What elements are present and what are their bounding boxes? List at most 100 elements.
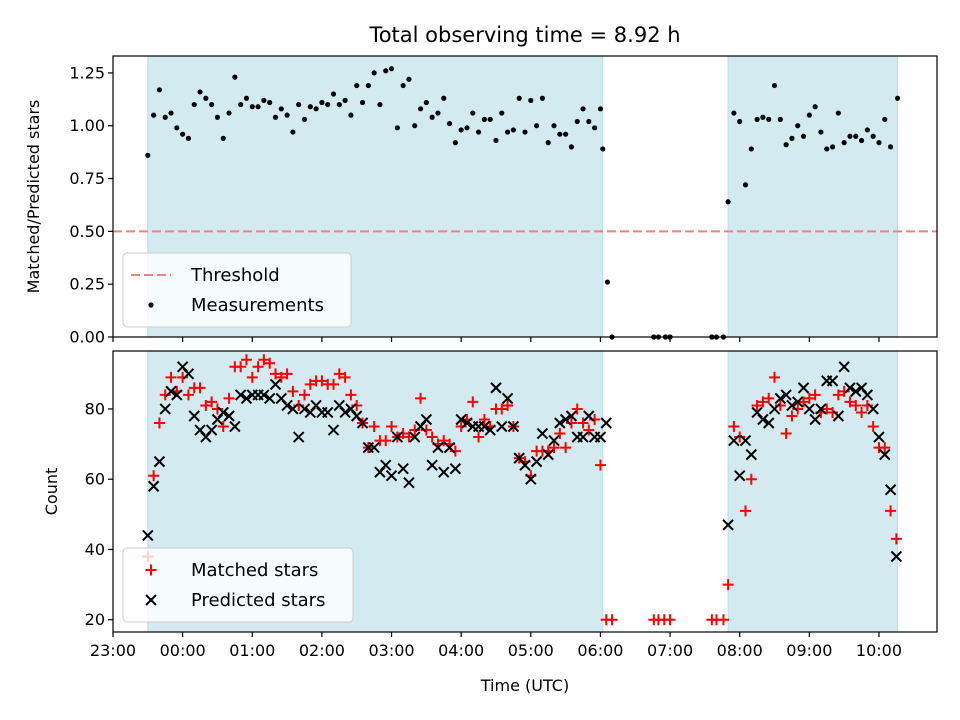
measurement-point xyxy=(243,95,250,101)
measurement-point xyxy=(261,97,267,103)
measurement-point xyxy=(806,112,812,118)
bottom-panel: 20 40 60 80 23:00 00:00 01:00 02:00 03:00 04:00 05… xyxy=(85,350,938,660)
observing-interval-shade xyxy=(727,55,899,338)
measurement-point xyxy=(475,129,482,135)
predicted-stars-point xyxy=(780,389,792,401)
predicted-stars-point xyxy=(490,382,502,394)
matched-stars-point xyxy=(809,389,821,401)
matched-stars-point xyxy=(380,435,392,447)
x-tick-label: 07:00 xyxy=(647,641,693,660)
y-tick-label: 60 xyxy=(85,470,105,489)
predicted-stars-point xyxy=(234,389,247,401)
y-tick-label: 80 xyxy=(85,399,105,418)
y-tick-label: 0.25 xyxy=(69,275,105,294)
measurement-point xyxy=(592,125,598,131)
matched-stars-point xyxy=(751,399,763,411)
matched-stars-point xyxy=(148,470,160,482)
measurement-point xyxy=(464,125,470,131)
predicted-stars-point xyxy=(728,434,740,447)
predicted-stars-point xyxy=(838,361,850,373)
top-panel-y-axis-label: Matched/Predicted stars xyxy=(24,100,43,294)
predicted-stars-point xyxy=(554,417,566,429)
measurement-point xyxy=(748,146,754,152)
legend-label: Threshold xyxy=(190,265,280,286)
predicted-stars-point xyxy=(269,378,282,391)
matched-stars-point xyxy=(844,396,856,408)
measurement-point xyxy=(441,95,447,101)
measurement-point xyxy=(406,76,412,82)
measurement-point xyxy=(319,99,325,106)
measurement-point xyxy=(458,127,464,133)
predicted-stars-point xyxy=(873,431,885,443)
predicted-stars-point xyxy=(861,389,874,401)
matched-stars-point xyxy=(304,378,316,390)
measurement-point xyxy=(429,114,435,120)
predicted-stars-point xyxy=(757,413,769,426)
matched-stars-point xyxy=(850,399,862,411)
measurement-point xyxy=(754,116,760,122)
measurement-point xyxy=(737,118,743,125)
predicted-stars-point xyxy=(530,455,543,468)
measurement-point xyxy=(493,137,499,144)
measurement-point xyxy=(330,91,337,97)
predicted-stars-point xyxy=(461,417,473,429)
measurement-point xyxy=(342,97,348,103)
top-panel: 0.00 0.25 0.50 0.75 1.00 1.25 Threshold Measure… xyxy=(69,55,938,347)
predicted-stars-point xyxy=(548,434,560,447)
measurement-point xyxy=(528,97,534,103)
predicted-stars-point xyxy=(525,473,537,485)
axes-frame xyxy=(112,350,938,633)
predicted-stars-point xyxy=(803,403,816,415)
predicted-stars-point xyxy=(879,448,891,461)
matched-stars-point xyxy=(206,396,218,408)
legend-label: Predicted stars xyxy=(191,590,325,611)
predicted-stars-point xyxy=(153,455,166,468)
measurement-point xyxy=(731,110,737,116)
x-tick-label: 04:00 xyxy=(438,641,484,660)
measurement-point xyxy=(272,114,279,120)
predicted-stars-point xyxy=(832,410,845,422)
predicted-stars-point xyxy=(786,399,798,412)
matched-stars-point xyxy=(287,385,299,397)
predicted-stars-point xyxy=(171,389,183,401)
measurement-point xyxy=(557,131,563,137)
measurement-point xyxy=(185,135,192,141)
x-tick-label: 03:00 xyxy=(368,641,414,660)
measurement-point xyxy=(214,114,221,120)
predicted-stars-point xyxy=(797,382,810,394)
measurement-point xyxy=(835,110,841,116)
chart-title: Total observing time = 8.92 h xyxy=(368,23,680,47)
predicted-stars-point xyxy=(327,424,340,436)
y-tick-label: 40 xyxy=(85,540,105,559)
measurement-point xyxy=(162,114,168,120)
predicted-stars-point xyxy=(438,466,450,478)
measurement-point xyxy=(841,140,847,146)
measurement-point xyxy=(423,99,429,106)
measurement-point xyxy=(284,112,290,118)
legend: Matched stars Predicted stars xyxy=(122,547,354,623)
measurement-point xyxy=(197,89,203,95)
predicted-stars-point xyxy=(223,410,235,422)
matched-stars-point xyxy=(467,396,479,408)
measurement-point xyxy=(232,74,238,80)
measurement-point xyxy=(853,133,859,139)
matched-stars-point xyxy=(560,442,572,454)
measurement-point xyxy=(151,112,157,118)
matched-stars-point xyxy=(769,371,781,383)
predicted-stars-point xyxy=(496,420,508,433)
measurement-point xyxy=(586,118,592,125)
predicted-stars-point xyxy=(739,434,752,447)
predicted-stars-point xyxy=(147,480,160,492)
predicted-stars-point xyxy=(145,594,157,606)
measurement-point xyxy=(824,146,830,152)
predicted-stars-point xyxy=(722,519,734,531)
predicted-stars-point xyxy=(229,420,241,433)
measurement-point xyxy=(180,131,186,137)
matched-stars-point xyxy=(386,421,398,433)
predicted-stars-point xyxy=(258,389,270,401)
matched-stars-point xyxy=(856,406,868,418)
axes-frame xyxy=(112,55,938,338)
measurement-point xyxy=(597,106,604,112)
matched-stars-point xyxy=(246,371,258,383)
